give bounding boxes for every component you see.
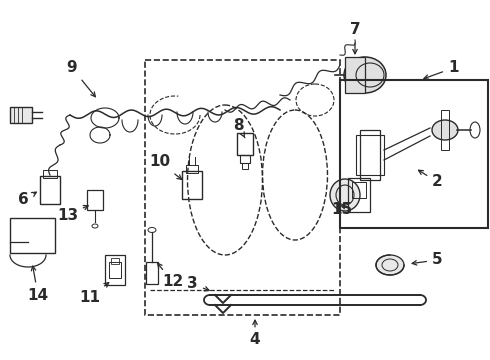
- Bar: [356, 135, 384, 175]
- Bar: [237, 133, 253, 155]
- Bar: [109, 262, 121, 278]
- Ellipse shape: [330, 179, 360, 211]
- Text: 7: 7: [350, 22, 360, 54]
- Bar: [43, 170, 57, 178]
- Ellipse shape: [344, 57, 386, 93]
- Text: 8: 8: [233, 117, 245, 138]
- Bar: [340, 80, 488, 228]
- Bar: [345, 57, 365, 93]
- Text: 9: 9: [67, 60, 96, 97]
- Bar: [10, 107, 32, 123]
- Bar: [105, 255, 125, 285]
- Bar: [87, 190, 103, 210]
- Text: 4: 4: [250, 320, 260, 347]
- Text: 13: 13: [57, 206, 88, 222]
- Bar: [348, 178, 370, 212]
- Bar: [352, 182, 366, 198]
- Text: 11: 11: [79, 283, 109, 306]
- Bar: [441, 110, 449, 150]
- Text: 3: 3: [187, 276, 209, 292]
- Text: 14: 14: [27, 266, 49, 302]
- Text: 2: 2: [418, 170, 443, 189]
- Text: 10: 10: [149, 154, 182, 179]
- Text: 6: 6: [18, 192, 36, 207]
- Bar: [240, 155, 250, 163]
- Text: 5: 5: [412, 252, 442, 267]
- Text: 12: 12: [158, 263, 183, 289]
- Bar: [10, 218, 55, 253]
- Bar: [186, 165, 198, 173]
- Bar: [40, 176, 60, 204]
- Bar: [360, 130, 380, 180]
- Bar: [145, 60, 340, 315]
- Ellipse shape: [376, 255, 404, 275]
- Text: 15: 15: [331, 202, 352, 217]
- Bar: [242, 163, 248, 169]
- Bar: [111, 258, 119, 264]
- Bar: [146, 262, 158, 284]
- Bar: [182, 171, 202, 199]
- Ellipse shape: [432, 120, 458, 140]
- Text: 1: 1: [424, 60, 459, 79]
